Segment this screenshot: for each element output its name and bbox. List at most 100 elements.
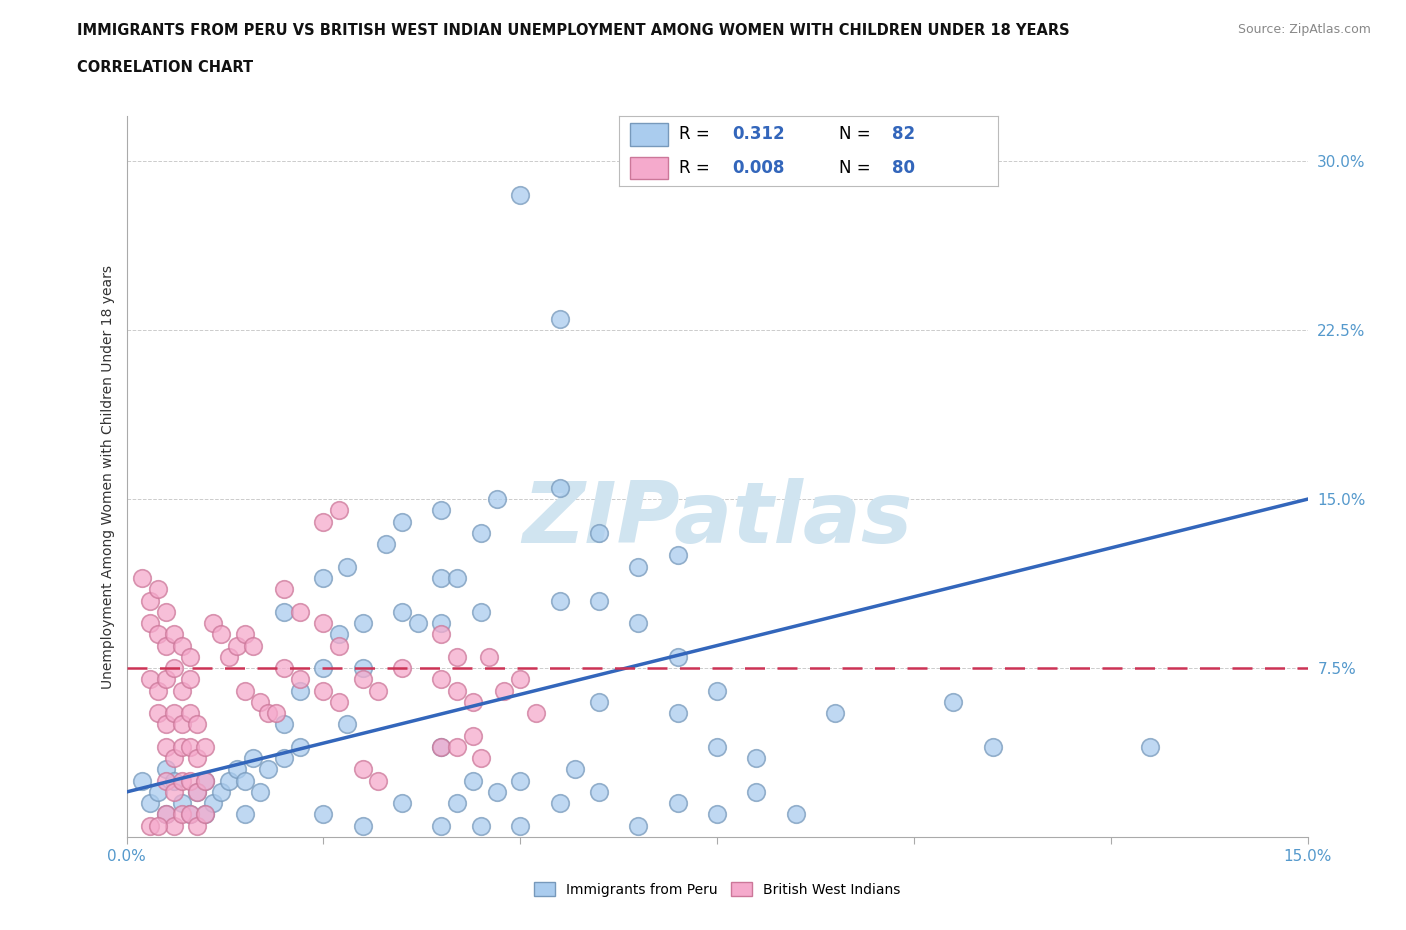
- Point: [288, 684, 311, 698]
- Point: [706, 739, 728, 754]
- Point: [131, 570, 153, 585]
- Point: [288, 604, 311, 619]
- Point: [328, 695, 350, 710]
- Point: [194, 807, 217, 822]
- Point: [548, 312, 571, 326]
- Point: [146, 706, 169, 721]
- Point: [312, 570, 335, 585]
- Point: [155, 638, 177, 653]
- Point: [485, 492, 508, 507]
- Point: [336, 717, 359, 732]
- Point: [170, 773, 193, 788]
- Point: [391, 660, 413, 675]
- Point: [328, 627, 350, 642]
- Point: [509, 671, 531, 686]
- Point: [981, 739, 1004, 754]
- Point: [352, 660, 374, 675]
- Point: [139, 796, 162, 811]
- Point: [430, 616, 453, 631]
- Point: [163, 660, 186, 675]
- Point: [352, 762, 374, 777]
- Point: [257, 706, 280, 721]
- Point: [249, 785, 271, 800]
- Text: CORRELATION CHART: CORRELATION CHART: [77, 60, 253, 75]
- Point: [430, 627, 453, 642]
- Point: [745, 785, 768, 800]
- Point: [328, 503, 350, 518]
- Point: [146, 684, 169, 698]
- Point: [312, 616, 335, 631]
- Point: [186, 751, 208, 765]
- Point: [179, 807, 201, 822]
- Point: [391, 604, 413, 619]
- Point: [430, 739, 453, 754]
- Point: [179, 649, 201, 664]
- Point: [146, 818, 169, 833]
- Point: [548, 481, 571, 496]
- Point: [588, 593, 610, 608]
- Point: [430, 671, 453, 686]
- Point: [186, 818, 208, 833]
- Point: [509, 188, 531, 203]
- Point: [146, 785, 169, 800]
- Point: [179, 773, 201, 788]
- Point: [225, 638, 247, 653]
- Point: [312, 514, 335, 529]
- Point: [391, 514, 413, 529]
- Point: [1139, 739, 1161, 754]
- Point: [470, 818, 492, 833]
- Point: [273, 717, 295, 732]
- Text: 82: 82: [891, 126, 915, 143]
- Point: [242, 751, 264, 765]
- Point: [470, 751, 492, 765]
- Point: [627, 818, 650, 833]
- Point: [179, 706, 201, 721]
- Point: [509, 818, 531, 833]
- Point: [461, 773, 484, 788]
- Point: [139, 671, 162, 686]
- Point: [170, 684, 193, 698]
- Point: [485, 785, 508, 800]
- Point: [186, 717, 208, 732]
- Point: [336, 559, 359, 574]
- Point: [312, 807, 335, 822]
- Text: 0.008: 0.008: [733, 159, 785, 177]
- Point: [139, 593, 162, 608]
- Point: [406, 616, 429, 631]
- Point: [170, 717, 193, 732]
- Text: IMMIGRANTS FROM PERU VS BRITISH WEST INDIAN UNEMPLOYMENT AMONG WOMEN WITH CHILDR: IMMIGRANTS FROM PERU VS BRITISH WEST IND…: [77, 23, 1070, 38]
- Point: [155, 807, 177, 822]
- Point: [163, 627, 186, 642]
- Point: [202, 796, 225, 811]
- Point: [170, 807, 193, 822]
- Text: ZIPatlas: ZIPatlas: [522, 478, 912, 562]
- Point: [494, 684, 516, 698]
- Point: [564, 762, 586, 777]
- Point: [367, 773, 389, 788]
- Point: [194, 773, 217, 788]
- Point: [242, 638, 264, 653]
- Point: [233, 627, 256, 642]
- Point: [706, 684, 728, 698]
- Point: [548, 593, 571, 608]
- Point: [375, 537, 398, 551]
- Text: 80: 80: [891, 159, 915, 177]
- Point: [163, 751, 186, 765]
- Point: [430, 503, 453, 518]
- Point: [745, 751, 768, 765]
- Point: [273, 604, 295, 619]
- Point: [430, 739, 453, 754]
- Point: [264, 706, 287, 721]
- Point: [146, 582, 169, 597]
- Point: [233, 684, 256, 698]
- Point: [146, 627, 169, 642]
- Text: R =: R =: [679, 126, 710, 143]
- Point: [170, 638, 193, 653]
- Point: [367, 684, 389, 698]
- Point: [179, 671, 201, 686]
- Point: [461, 695, 484, 710]
- Point: [548, 796, 571, 811]
- Point: [163, 773, 186, 788]
- Point: [588, 525, 610, 540]
- Point: [288, 671, 311, 686]
